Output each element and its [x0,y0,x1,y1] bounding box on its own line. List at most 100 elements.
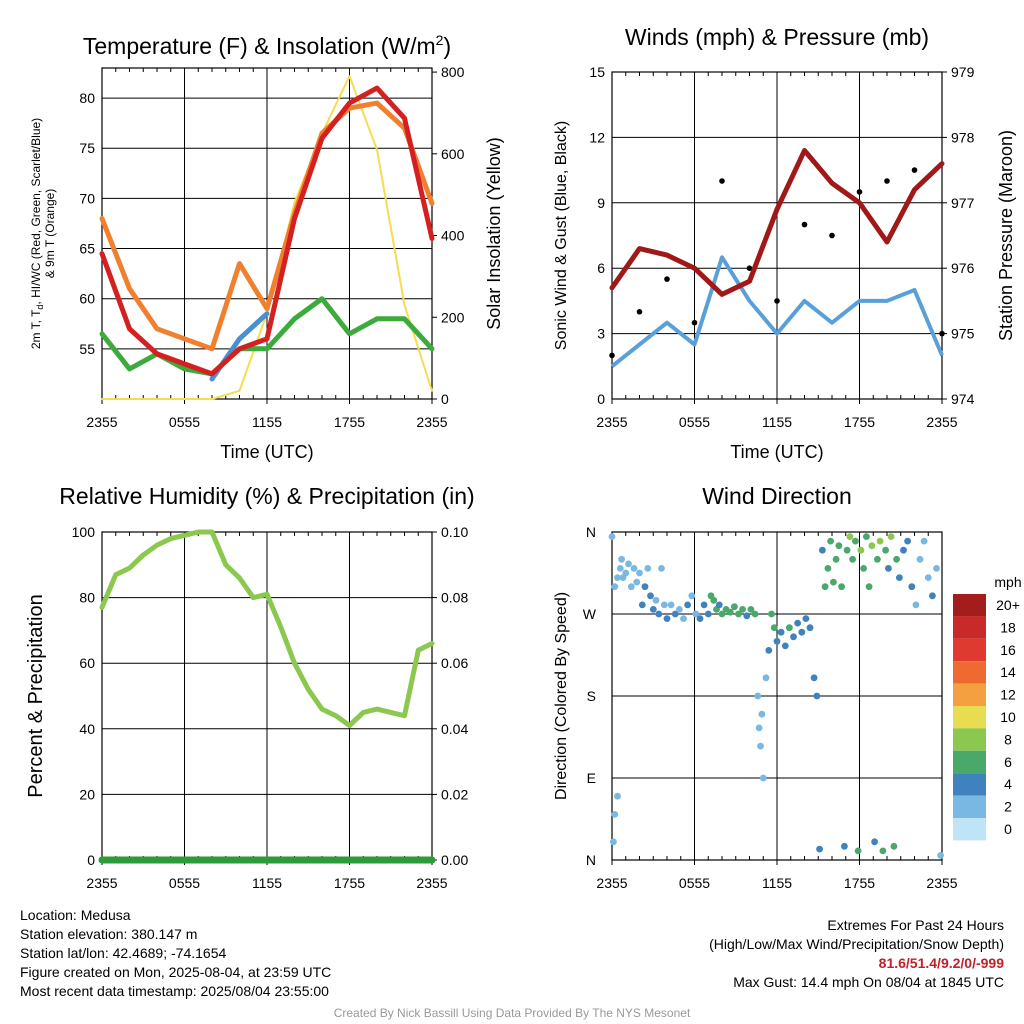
temperature-y2label: Solar Insolation (Yellow) [484,137,504,329]
humidity-y2tick-label: 0.10 [441,524,468,540]
winds-ytick-label: 0 [597,391,605,407]
direction-point [658,565,665,572]
direction-legend-swatch [953,773,986,796]
direction-point [857,546,865,554]
direction-point [773,637,781,645]
direction-point [852,537,859,545]
direction-legend-swatch [953,706,986,729]
direction-point [759,774,767,782]
winds-y2tick-label: 979 [951,64,975,80]
winds-gust-point [691,319,698,326]
direction-point [777,628,785,636]
direction-point [920,537,928,545]
recent-text: Most recent data timestamp: 2025/08/04 2… [20,983,329,999]
humidity-ytick-label: 80 [79,590,95,606]
direction-point [638,601,646,609]
winds-gust-point [884,178,890,184]
direction-point [608,533,616,540]
humidity-ylabel: Percent & Precipitation [25,594,47,797]
direction-point [871,838,878,846]
direction-point [900,546,907,554]
direction-point [696,615,704,622]
direction-legend-swatch [953,750,986,774]
direction-point [731,603,738,611]
created-text: Figure created on Mon, 2025-08-04, at 23… [20,964,332,980]
direction-point [700,601,708,609]
direction-point [622,569,630,577]
direction-point [611,811,619,818]
direction-point [751,610,759,618]
direction-point [841,842,848,850]
direction-point [641,583,649,591]
direction-point [887,533,895,540]
winds-series-sonic-wind [610,255,944,368]
temperature-ylabel: 2m T, Td, HI/WC (Red, Green, Scarlet/Blu… [29,118,45,349]
direction-point [735,610,742,618]
winds-gust-point [911,167,918,173]
direction-point [627,583,635,591]
direction-point [916,555,924,563]
direction-legend-swatch [953,683,986,706]
direction-point [614,792,621,800]
humidity-y2tick-label: 0.08 [441,590,468,606]
temperature-y2tick-label: 0 [441,391,449,407]
direction-point [671,610,679,618]
humidity-ytick-label: 20 [79,786,95,802]
direction-legend-swatch [953,661,986,684]
temperature-ytick-label: 80 [79,90,95,106]
temperature-y2tick-label: 200 [441,309,465,325]
direction-point [644,565,652,572]
direction-point [813,692,821,700]
direction-point [768,610,775,618]
direction-legend-swatch [953,638,986,662]
location-text: Location: Medusa [20,907,131,923]
direction-legend-title: mph [994,574,1021,590]
winds-gust-point [939,330,945,337]
temperature-y2tick-label: 800 [441,64,465,80]
humidity-xtick-label: 2355 [416,875,447,891]
direction-legend-label: 10 [1000,709,1016,725]
direction-point [816,845,823,853]
elevation-text: Station elevation: 380.147 m [20,926,198,942]
humidity-series-rh [99,529,435,728]
extremes-subtitle: (High/Low/Max Wind/Precipitation/Snow De… [709,936,1004,952]
temperature-ytick-label: 65 [79,241,95,257]
winds-y2tick-label: 977 [951,195,975,211]
extremes-values: 81.6/51.4/9.2/0/-999 [878,955,1004,971]
direction-point [830,578,837,586]
temperature-series-9m-t [99,100,435,352]
direction-point [754,692,762,700]
winds-y2tick-label: 976 [951,260,975,276]
direction-point [885,565,892,572]
winds-gust-point [664,276,670,282]
winds-series-gust [609,167,945,359]
direction-title: Wind Direction [702,483,852,509]
humidity-xtick-label: 1755 [334,875,365,891]
direction-point [765,647,773,654]
direction-point [835,542,843,550]
direction-point [614,574,621,581]
winds-y2tick-label: 974 [951,391,975,407]
direction-point [758,710,766,718]
winds-ylabel: Sonic Wind & Gust (Blue, Black) [553,121,570,350]
direction-point [636,569,643,577]
temperature-xtick-label: 2355 [416,414,447,430]
humidity-ytick-label: 60 [79,655,95,671]
winds-xtick-label: 0555 [679,414,710,430]
humidity-title: Relative Humidity (%) & Precipitation (i… [59,483,474,509]
direction-point [739,606,746,613]
extremes-info: Extremes For Past 24 Hours (High/Low/Max… [709,916,1004,992]
direction-point [660,601,668,609]
direction-point [630,565,638,572]
winds-y2tick-label: 978 [951,129,975,145]
winds-gust-point [774,298,780,304]
direction-point [790,633,797,641]
direction-point [849,555,856,563]
direction-point [890,842,898,850]
temperature-y2tick-label: 400 [441,228,465,244]
winds-y2tick-label: 975 [951,326,975,342]
winds-xlabel: Time (UTC) [730,442,823,462]
winds-xtick-label: 2355 [596,414,627,430]
direction-point [704,610,712,618]
temperature-xlabel: Time (UTC) [220,442,313,462]
